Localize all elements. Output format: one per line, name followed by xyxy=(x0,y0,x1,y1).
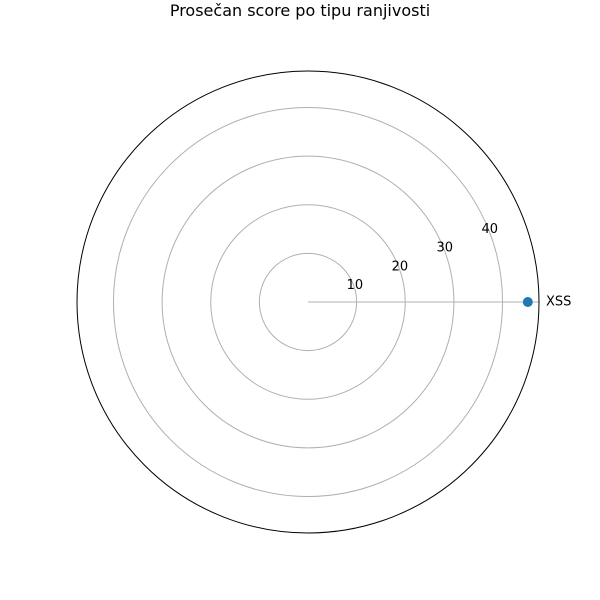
data-series xyxy=(522,297,533,307)
r-tick-label-30: 30 xyxy=(437,241,454,256)
category-label-xss: XSS xyxy=(546,295,571,310)
data-point-xss xyxy=(522,297,533,307)
polar-frame xyxy=(76,70,540,534)
r-tick-label-20: 20 xyxy=(392,259,409,274)
chart-title: Prosečan score po tipu ranjivosti xyxy=(169,1,431,20)
category-labels: XSS xyxy=(546,295,571,310)
radial-tick-labels: 10 20 30 40 xyxy=(347,222,498,293)
r-tick-label-40: 40 xyxy=(481,222,498,237)
r-tick-label-10: 10 xyxy=(347,278,364,293)
